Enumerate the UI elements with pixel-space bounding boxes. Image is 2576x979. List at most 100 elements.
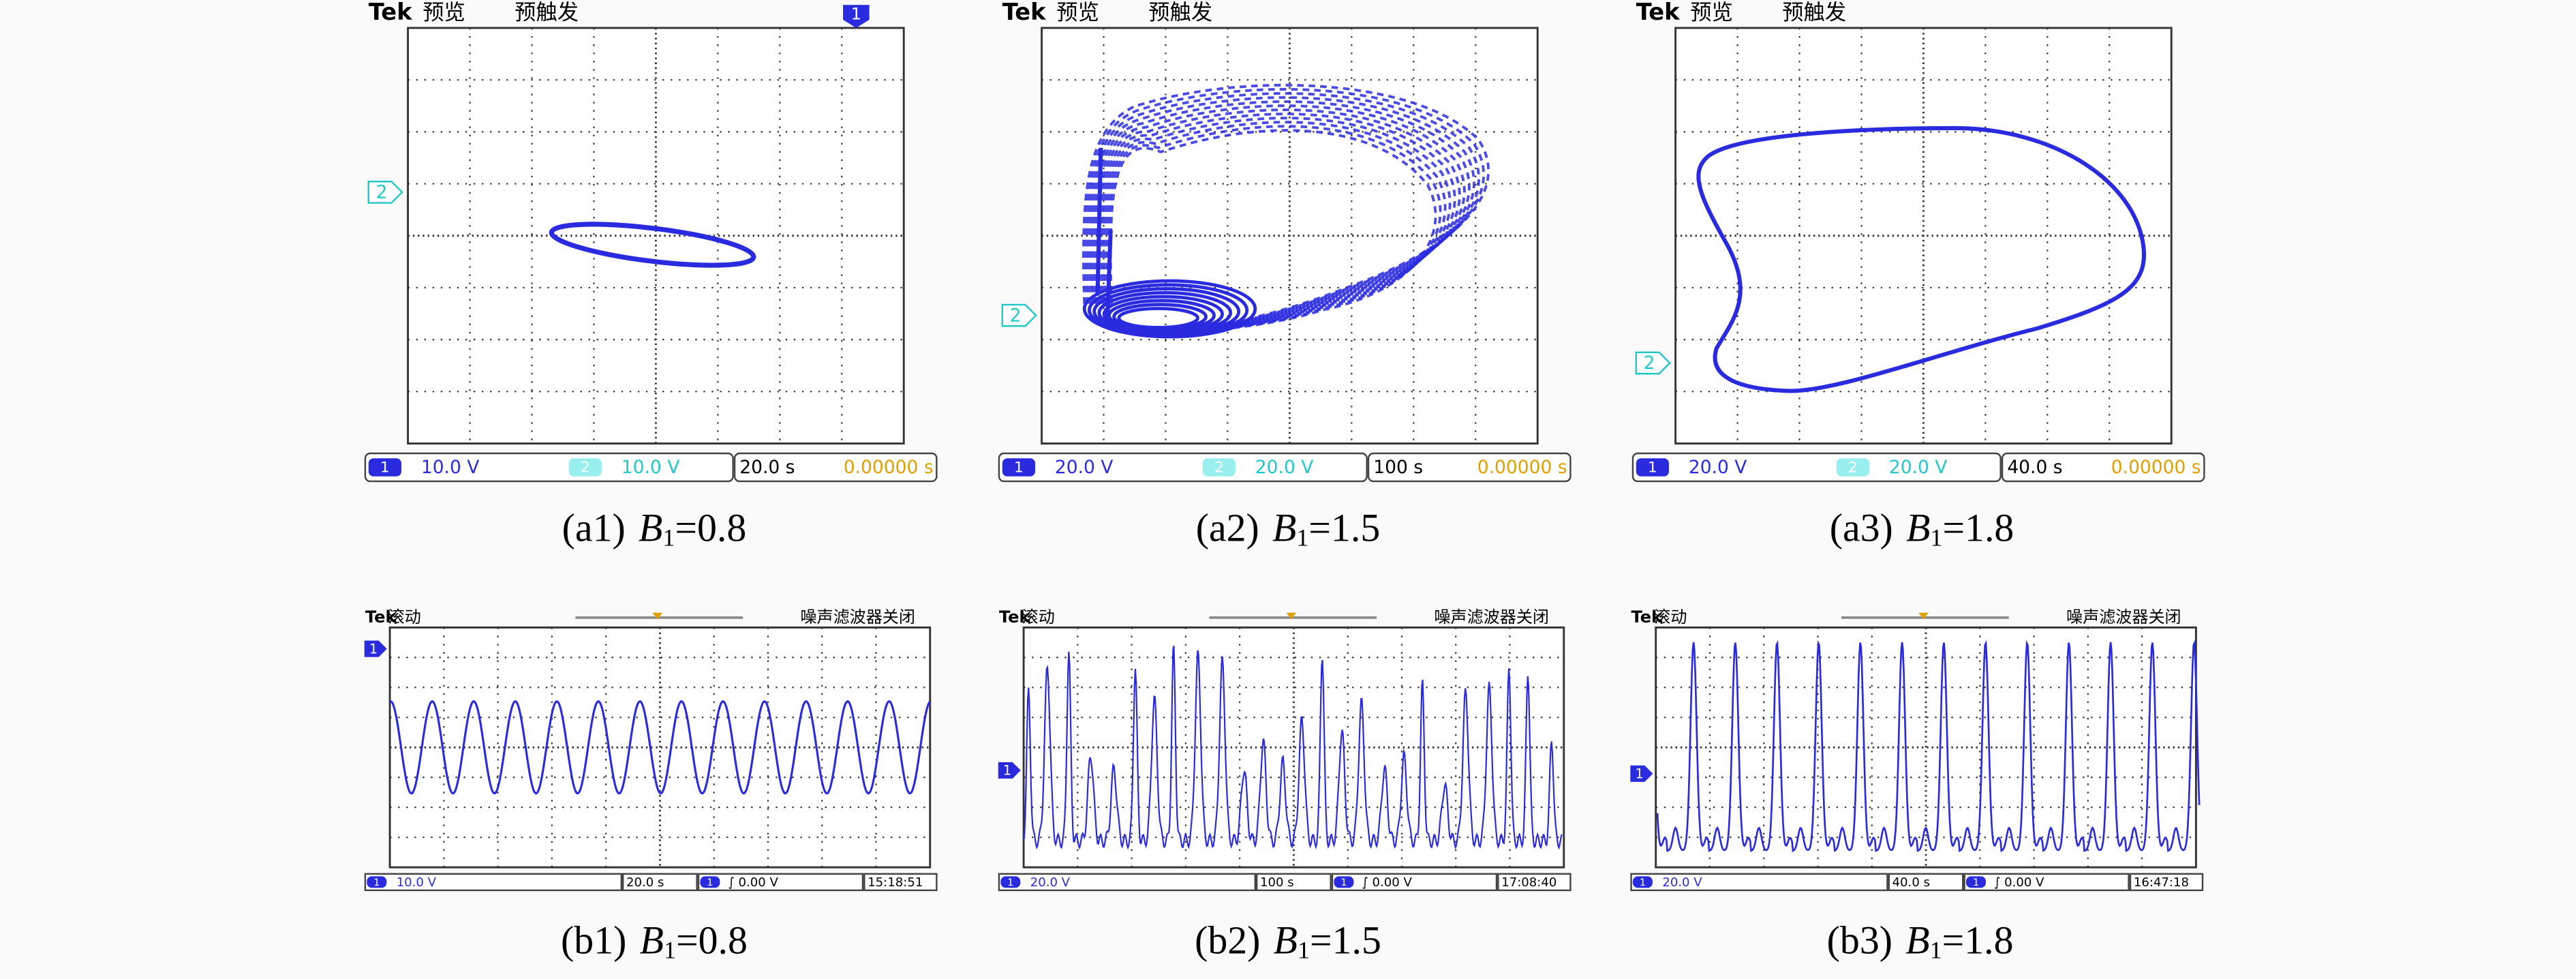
channel-badge (700, 876, 720, 888)
brand: Tek (1002, 0, 1047, 25)
caption-label: (a2) (1196, 506, 1259, 550)
timebase: 20.0 s (739, 457, 795, 478)
caption-symbol: B (1274, 918, 1298, 963)
brand: Tek (369, 0, 413, 25)
status-box (1256, 873, 1332, 892)
trigger-state: 预触发 (515, 0, 579, 25)
caption-value: =1.5 (1308, 506, 1380, 550)
ch2-scale: 10.0 V (622, 457, 680, 478)
channel-marker (1001, 303, 1037, 327)
timebase: 40.0 s (1892, 875, 1930, 890)
trigger-level: ∫ 0.00 V (1362, 875, 1412, 890)
caption-symbol: B (1906, 506, 1930, 550)
caption-label: (b2) (1195, 918, 1260, 963)
status-box (998, 452, 1368, 483)
timebase: 20.0 s (626, 875, 664, 890)
trace (389, 700, 931, 795)
mode: 滚动 (1022, 607, 1055, 627)
position: 0.00000 s (2111, 457, 2201, 478)
ch-scale: 20.0 V (1030, 875, 1071, 890)
trigger-marker-label: 1 (851, 5, 861, 24)
channel-badge (568, 458, 602, 477)
brand: Tek (365, 607, 397, 627)
trigger-level: ∫ 0.00 V (1994, 875, 2044, 890)
timebase: 100 s (1260, 875, 1294, 890)
clock: 17:08:40 (1501, 875, 1557, 890)
ch1-scale: 10.0 V (421, 457, 480, 478)
trace (1104, 121, 1447, 333)
position: 0.00000 s (1477, 457, 1567, 478)
channel-badge-label: 1 (1007, 877, 1013, 888)
status-box (622, 873, 698, 892)
channel-badge (1202, 458, 1236, 477)
status-box (863, 873, 938, 892)
trace (1092, 100, 1471, 332)
caption: (a3) B1=1.8 (1830, 506, 2014, 552)
ch-scale: 20.0 V (1662, 875, 1702, 890)
channel-badge-label: 1 (1973, 877, 1979, 888)
status-box (998, 873, 1257, 892)
filter-state: 噪声滤波器关闭 (800, 607, 915, 627)
channel-badge-label: 1 (1014, 460, 1024, 477)
filter-state: 噪声滤波器关闭 (1434, 607, 1549, 627)
status-box (364, 873, 622, 892)
status-box (2001, 452, 2205, 483)
channel-marker-label: 2 (376, 182, 388, 203)
caption: (a1) B1=0.8 (562, 506, 747, 552)
status-box (364, 452, 734, 483)
ch2-scale: 20.0 V (1255, 457, 1314, 478)
channel-marker (1635, 351, 1671, 375)
trace (1117, 307, 1199, 329)
mode: 预览 (1690, 0, 1733, 25)
record-pointer (1286, 612, 1297, 620)
caption-label: (a1) (562, 506, 626, 550)
caption-subscript: 1 (664, 937, 676, 964)
trace (1656, 639, 2201, 853)
caption-symbol: B (640, 918, 664, 963)
channel-badge-label: 1 (1640, 877, 1646, 888)
status-box (697, 873, 864, 892)
trigger-marker (843, 5, 870, 28)
channel-marker (364, 640, 387, 657)
trace (1087, 92, 1480, 332)
caption-value: =1.5 (1310, 918, 1381, 963)
caption-subscript: 1 (662, 524, 675, 552)
caption-label: (a3) (1830, 506, 1893, 550)
mode: 滚动 (388, 607, 421, 627)
caption: (b3) B1=1.8 (1827, 918, 2014, 964)
caption-subscript: 1 (1930, 524, 1942, 552)
clock: 15:18:51 (868, 875, 923, 890)
status-box (1367, 452, 1571, 483)
channel-badge (1334, 876, 1354, 888)
ch1-scale: 20.0 V (1689, 457, 1747, 478)
brand: Tek (999, 607, 1031, 627)
clock: 16:47:18 (2134, 875, 2189, 890)
status-box (1497, 873, 1571, 892)
trace (1023, 646, 1563, 850)
trace (1109, 129, 1437, 333)
channel-badge-label: 2 (581, 460, 590, 477)
channel-badge (1836, 458, 1869, 477)
status-box (733, 452, 938, 483)
caption-value: =0.8 (675, 506, 746, 550)
channel-badge-label: 1 (707, 877, 713, 888)
trigger-state: 预触发 (1782, 0, 1846, 25)
mode: 预览 (423, 0, 465, 25)
caption: (a2) B1=1.5 (1196, 506, 1381, 552)
channel-marker-label: 2 (1010, 305, 1022, 326)
channel-marker-label: 1 (1635, 766, 1643, 782)
status-box (1963, 873, 2130, 892)
channel-marker (1630, 765, 1653, 782)
channel-badge-label: 1 (1648, 460, 1657, 477)
channel-badge-label: 2 (1214, 460, 1224, 477)
ch1-scale: 20.0 V (1055, 457, 1114, 478)
timebase: 40.0 s (2007, 457, 2062, 478)
channel-badge-label: 1 (380, 460, 390, 477)
channel-marker (998, 762, 1021, 779)
channel-badge (1636, 458, 1669, 477)
trace (549, 222, 756, 268)
status-box (1888, 873, 1964, 892)
channel-marker (367, 181, 403, 204)
